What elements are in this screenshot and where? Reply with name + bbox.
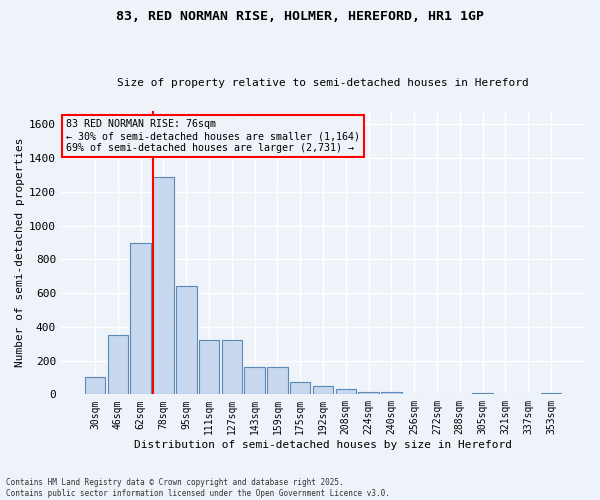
Text: Contains HM Land Registry data © Crown copyright and database right 2025.
Contai: Contains HM Land Registry data © Crown c… — [6, 478, 390, 498]
Bar — [176, 286, 197, 395]
Bar — [267, 368, 287, 394]
Bar — [221, 340, 242, 394]
Bar — [85, 378, 106, 394]
Bar — [290, 382, 310, 394]
Bar — [199, 340, 220, 394]
Title: Size of property relative to semi-detached houses in Hereford: Size of property relative to semi-detach… — [117, 78, 529, 88]
Text: 83 RED NORMAN RISE: 76sqm
← 30% of semi-detached houses are smaller (1,164)
69% : 83 RED NORMAN RISE: 76sqm ← 30% of semi-… — [66, 120, 360, 152]
Bar — [130, 242, 151, 394]
Bar — [244, 368, 265, 394]
Bar — [358, 392, 379, 394]
Bar — [381, 392, 401, 394]
Y-axis label: Number of semi-detached properties: Number of semi-detached properties — [15, 138, 25, 368]
Bar — [313, 386, 333, 394]
X-axis label: Distribution of semi-detached houses by size in Hereford: Distribution of semi-detached houses by … — [134, 440, 512, 450]
Bar — [335, 390, 356, 394]
Bar — [153, 177, 174, 394]
Bar — [107, 336, 128, 394]
Text: 83, RED NORMAN RISE, HOLMER, HEREFORD, HR1 1GP: 83, RED NORMAN RISE, HOLMER, HEREFORD, H… — [116, 10, 484, 23]
